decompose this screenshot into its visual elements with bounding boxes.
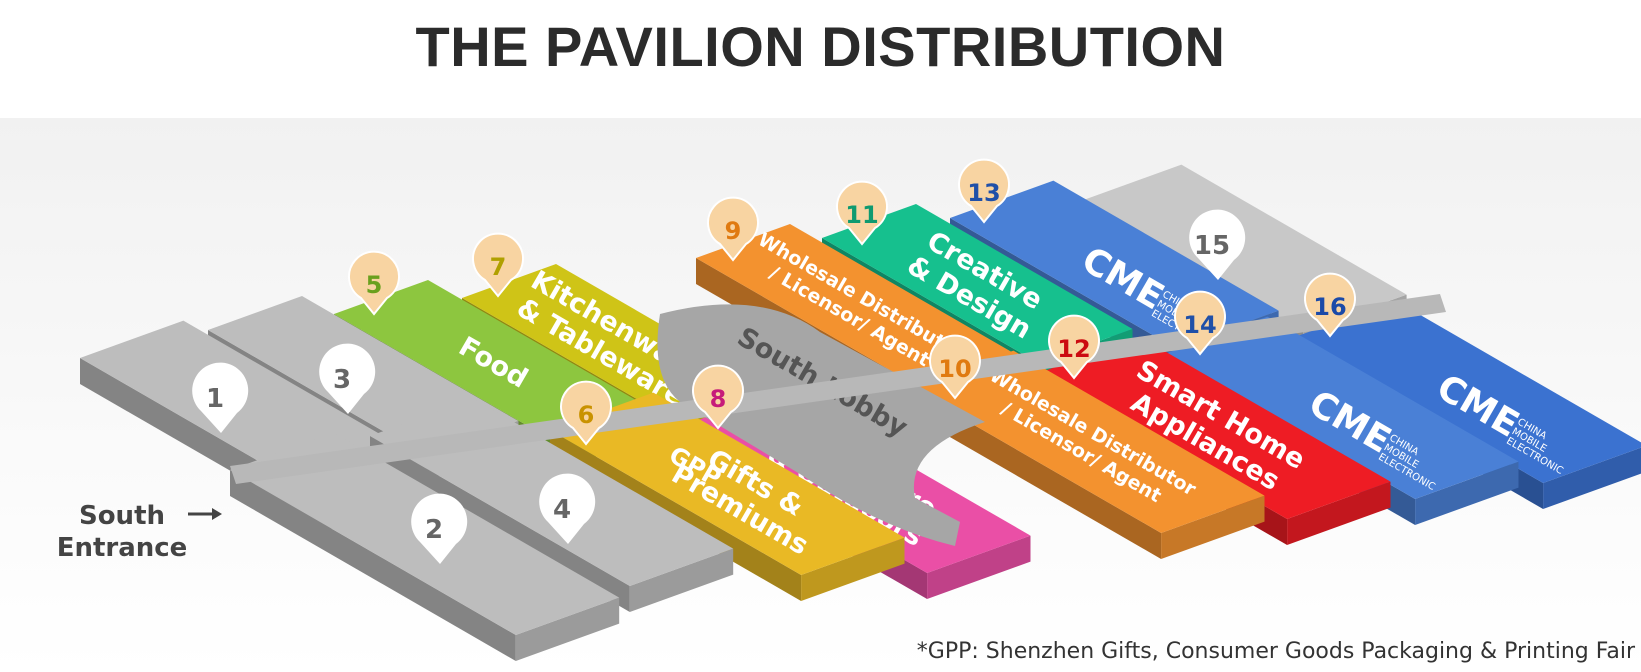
walkway	[230, 294, 1446, 484]
hall-2-number: 2	[425, 515, 443, 545]
hall-10-front	[1161, 495, 1265, 559]
hall-16-top	[1292, 300, 1641, 483]
hall-10-number: 10	[938, 355, 971, 383]
hall-4-front	[629, 548, 734, 612]
pin-marker-icon	[348, 250, 400, 316]
hall-4-number: 4	[553, 495, 571, 525]
hall-1-marker: 1	[192, 362, 249, 433]
hall-16-marker: 16	[1304, 272, 1356, 338]
pavilion-map-svg: CMECHINAMOBILEELECTRONICCreative& Design…	[80, 158, 1641, 661]
hall-13-marker: 13	[958, 158, 1010, 224]
footnote: *GPP: Shenzhen Gifts, Consumer Goods Pac…	[916, 639, 1635, 664]
hall-2-marker: 2	[411, 493, 468, 564]
hall-5-number: 5	[366, 271, 383, 299]
hall-14-front	[1415, 461, 1519, 525]
hall-2-side	[230, 470, 516, 661]
hall-7-number: 7	[490, 253, 507, 281]
pin-marker-icon	[192, 362, 249, 433]
entrance-line-1: South	[78, 501, 166, 531]
hall-11-number: 11	[845, 201, 878, 229]
pin-marker-icon	[472, 232, 524, 298]
hall-14-marker: 14	[1174, 290, 1226, 356]
hall-12-marker: 12	[1048, 314, 1100, 380]
hall-14-top	[1164, 316, 1519, 499]
page-title: THE PAVILION DISTRIBUTION	[415, 15, 1226, 78]
hall-16-number: 16	[1313, 293, 1346, 321]
hall-9-marker: 9	[707, 196, 759, 262]
pin-marker-icon	[1189, 209, 1246, 280]
hall-10-side	[910, 388, 1162, 559]
hall-6-number: 6	[578, 401, 595, 429]
hall-11-marker: 11	[836, 180, 888, 246]
hall-8-number: 8	[710, 385, 727, 413]
hall-4-marker: 4	[539, 473, 596, 544]
hall-10-marker: 10	[929, 334, 981, 400]
hall-2-front	[515, 597, 620, 661]
south-entrance-label: South Entrance	[52, 500, 192, 564]
pin-marker-icon	[319, 343, 376, 414]
hall-3-number: 3	[333, 365, 351, 395]
entrance-line-2: Entrance	[56, 533, 188, 563]
hall-16-front	[1543, 447, 1641, 509]
hall-12-front	[1287, 481, 1391, 545]
pin-marker-icon	[692, 364, 744, 430]
pin-marker-icon	[1304, 272, 1356, 338]
pavilion-map: CMECHINAMOBILEELECTRONICCreative& Design…	[0, 118, 1641, 672]
hall-1-number: 1	[206, 384, 224, 414]
hall-14-number: 14	[1183, 311, 1216, 339]
pin-marker-icon	[560, 380, 612, 446]
hall-15-number: 15	[1194, 231, 1230, 261]
hall-13-number: 13	[967, 179, 1000, 207]
pin-marker-icon	[929, 334, 981, 400]
pin-marker-icon	[1048, 314, 1100, 380]
south-lobby-shape	[657, 304, 985, 546]
pin-marker-icon	[411, 493, 468, 564]
hall-15-marker: 15	[1189, 209, 1246, 280]
pin-marker-icon	[958, 158, 1010, 224]
arrow-right-icon	[188, 508, 222, 520]
hall-5-marker: 5	[348, 250, 400, 316]
pin-marker-icon	[1174, 290, 1226, 356]
hall-9-number: 9	[725, 217, 742, 245]
hall-12-number: 12	[1057, 335, 1090, 363]
pin-marker-icon	[539, 473, 596, 544]
pin-marker-icon	[836, 180, 888, 246]
hall-12-top	[1036, 336, 1391, 519]
hall-6-marker: 6	[560, 380, 612, 446]
hall-7-marker: 7	[472, 232, 524, 298]
pin-marker-icon	[707, 196, 759, 262]
hall-6-front	[801, 537, 905, 601]
hall-6-top	[550, 392, 905, 575]
hall-10-top	[910, 350, 1265, 533]
hall-8-front	[927, 535, 1031, 599]
hall-3-marker: 3	[319, 343, 376, 414]
hall-8-marker: 8	[692, 364, 744, 430]
